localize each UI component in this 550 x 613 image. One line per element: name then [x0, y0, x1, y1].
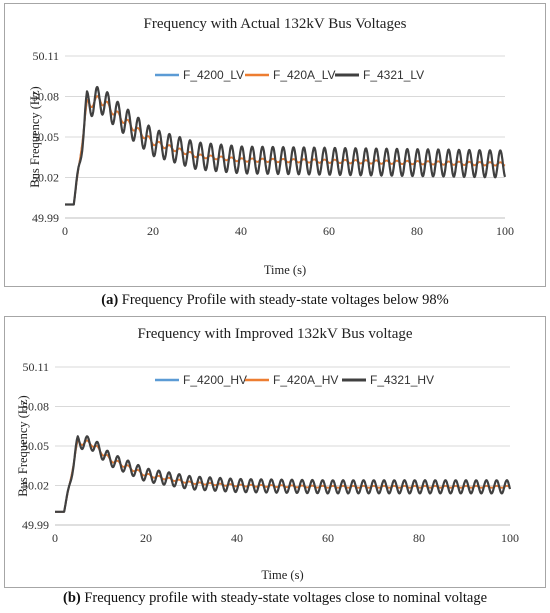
y-tick-label-b-4: 50.11 — [22, 360, 49, 374]
chart-title-a: Frequency with Actual 132kV Bus Voltages — [143, 16, 407, 32]
chart-panel-b: Frequency with Improved 132kV Bus voltag… — [4, 316, 546, 588]
y-axis-label-b: Bus Frequency (Hz) — [16, 395, 30, 496]
x-tick-label-b-4: 80 — [413, 531, 425, 545]
series-line-f-4321-hv — [54, 435, 512, 513]
x-axis-label-b: Time (s) — [261, 568, 303, 582]
caption-b: (b) Frequency profile with steady-state … — [0, 590, 550, 607]
chart-a-svg: 49.99 50.02 50.05 50.08 50.11 0 20 40 60 80 100 Tim… — [28, 49, 514, 277]
caption-b-text: Frequency profile with steady-state volt… — [80, 590, 488, 606]
x-tick-label-a-2: 40 — [235, 224, 247, 238]
x-tick-label-b-1: 20 — [140, 531, 152, 545]
y-tick-label-a-1: 50.02 — [32, 171, 59, 185]
y-axis-label-a: Bus Frequency (Hz) — [28, 86, 42, 187]
x-tick-label-b-0: 0 — [52, 531, 58, 545]
legend-label-f-4200-lv: F_4200_LV — [183, 68, 244, 82]
x-tick-label-a-3: 60 — [323, 224, 335, 238]
caption-a-text: Frequency Profile with steady-state volt… — [118, 292, 449, 308]
chart-b-svg: 49.99 50.02 50.05 50.08 50.11 0 20 40 60 80 100 Tim… — [16, 360, 519, 582]
chart-title-b: Frequency with Improved 132kV Bus voltag… — [137, 326, 413, 342]
y-tick-label-a-4: 50.11 — [32, 49, 59, 63]
legend-label-f-420a-hv: F_420A_HV — [273, 373, 338, 387]
legend-label-f-420a-lv: F_420A_LV — [273, 68, 336, 82]
y-tick-label-a-3: 50.08 — [32, 90, 59, 104]
x-tick-label-a-5: 100 — [496, 224, 514, 238]
x-tick-label-b-2: 40 — [231, 531, 243, 545]
x-tick-label-b-3: 60 — [322, 531, 334, 545]
legend-label-f-4321-lv: F_4321_LV — [363, 68, 424, 82]
x-tick-label-a-0: 0 — [62, 224, 68, 238]
x-axis-label-a: Time (s) — [264, 263, 306, 277]
y-tick-label-b-1: 50.02 — [22, 479, 49, 493]
y-tick-label-b-0: 49.99 — [22, 518, 49, 532]
caption-a: (a) Frequency Profile with steady-state … — [0, 292, 550, 309]
series-line-f-4321-lv — [64, 85, 507, 206]
x-tick-label-a-4: 80 — [411, 224, 423, 238]
series-line-f-4200-hv — [54, 438, 511, 513]
caption-b-label: (b) — [62, 590, 81, 606]
legend-label-f-4200-hv: F_4200_HV — [183, 373, 247, 387]
legend-label-f-4321-hv: F_4321_HV — [370, 373, 434, 387]
x-tick-label-b-5: 100 — [501, 531, 519, 545]
caption-a-label: (a) — [101, 292, 119, 308]
y-tick-label-b-2: 50.05 — [22, 439, 49, 453]
y-tick-label-a-0: 49.99 — [32, 211, 59, 225]
series-line-f-420a-hv — [54, 438, 511, 513]
x-tick-label-a-1: 20 — [147, 224, 159, 238]
chart-panel-a: Frequency with Actual 132kV Bus Voltages… — [4, 3, 546, 287]
y-tick-label-b-3: 50.08 — [22, 400, 49, 414]
y-tick-label-a-2: 50.05 — [32, 130, 59, 144]
